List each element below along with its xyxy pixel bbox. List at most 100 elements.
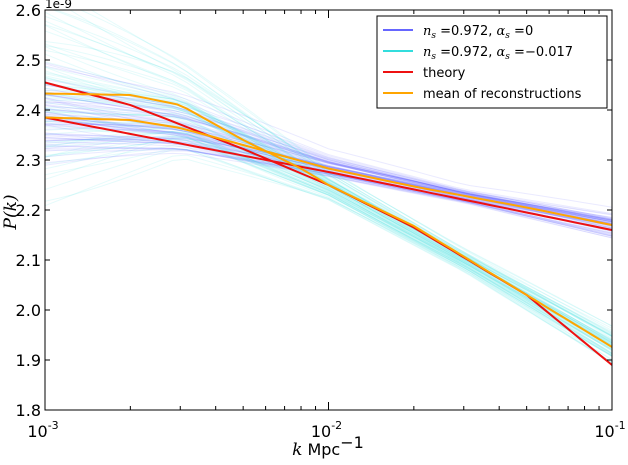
reconstruction-curve [45,103,612,220]
y-tick-label: 2.1 [16,251,41,270]
legend-box [376,15,608,109]
reconstruction-curve [45,148,612,237]
reconstruction-curve [45,63,612,215]
reconstruction-curve [45,112,612,222]
reconstruction-curve [45,102,612,223]
reconstruction-curve [45,145,612,235]
reconstruction-curve [45,110,612,349]
y-tick-label: 2.5 [16,51,41,70]
x-tick-label: 10-1 [594,419,625,441]
reconstruction-curve [45,109,612,229]
x-tick-label: 10-3 [27,419,58,441]
reconstruction-curve [45,120,612,349]
reconstruction-curve [45,24,612,337]
reconstruction-curve [45,107,612,347]
reconstruction-curve [45,124,612,226]
reconstruction-curve [45,106,612,354]
reconstruction-curve [45,158,612,357]
reconstruction-curve [45,134,612,356]
legend: ns =0.972, αs =0 ns =0.972, αs =−0.017 the… [376,15,608,109]
reconstruction-curve [45,110,612,347]
reconstruction-curve [45,125,612,352]
legend-label: theory [423,66,466,81]
reconstruction-curve [45,126,612,357]
reconstruction-curve [45,80,612,337]
reconstruction-curve [45,94,612,223]
reconstruction-curve [45,137,612,354]
reconstruction-curve [45,62,612,214]
reconstruction-curve [45,102,612,351]
reconstruction-curve [45,136,612,352]
reconstruction-curve [45,138,612,234]
reconstruction-curve [45,111,612,350]
series-line [45,116,612,231]
reconstruction-curve [45,120,612,223]
reconstruction-curve [45,148,612,363]
reconstruction-curve [45,121,612,346]
reconstruction-curve [45,113,612,224]
reconstruction-curve [45,138,612,355]
reconstruction-curve [45,24,612,334]
reconstruction-curve [45,101,612,225]
reconstruction-curve [45,116,612,350]
reconstruction-curve [45,118,612,351]
reconstruction-curve [45,100,612,219]
legend-label: ns =0.972, αs =−0.017 [423,45,573,62]
reconstruction-curve [45,130,612,357]
reconstruction-curve [45,46,612,336]
series-line [45,116,612,226]
reconstruction-curve [45,104,612,226]
reconstruction-curve [45,138,612,357]
x-tick-label: 10-2 [311,419,342,441]
reconstruction-curve [45,105,612,221]
reconstruction-curve [45,139,612,237]
series-lines [45,81,612,366]
reconstruction-curve [45,116,612,222]
y-tick-label: 2.6 [16,1,41,20]
reconstruction-curve [45,84,612,219]
reconstruction-curve [45,124,612,355]
legend-label: ns =0.972, αs =0 [423,24,533,41]
reconstruction-curve [45,108,612,227]
x-axis-label: k Mpc−1 [292,433,364,460]
reconstruction-curve [45,75,612,337]
reconstruction-curve [45,137,612,229]
y-axis-label: P(k) [1,194,21,230]
reconstruction-curve [45,145,612,363]
reconstruction-curve [45,147,612,234]
reconstruction-curve [45,108,612,345]
reconstruction-curve [45,123,612,225]
reconstruction-curve [45,132,612,230]
y-offset-label: 1e-9 [45,0,72,11]
reconstruction-curve [45,89,612,344]
reconstruction-curve [45,136,612,229]
reconstruction-curve [45,141,612,236]
reconstruction-curve [45,154,612,363]
y-tick-label: 2.0 [16,301,41,320]
reconstruction-curve [45,87,612,220]
reconstruction-curve [45,97,612,221]
reconstruction-curve [45,147,612,239]
y-tick-label: 1.8 [16,401,41,420]
reconstruction-curve [45,43,612,338]
reconstruction-curve [45,152,612,239]
reconstruction-curve [45,108,612,221]
reconstruction-curve [45,94,612,354]
reconstruction-curve [45,11,612,333]
reconstruction-curve [54,10,612,341]
reconstruction-curve [45,128,612,360]
axis-ticks: 1.8 1.9 2.0 2.1 2.2 2.3 2.4 2.5 2.6 10-3 10-2 10-1 [16,1,626,441]
reconstruction-curve [45,91,612,222]
reconstruction-curve [45,90,612,337]
reconstruction-curve [45,94,612,221]
reconstruction-curve [69,10,612,329]
reconstruction-curve [45,131,612,361]
reconstruction-curve [45,30,612,341]
reconstruction-curve [45,89,612,220]
reconstruction-curve [45,83,612,344]
reconstruction-curve [45,66,612,337]
reconstruction-curve [45,108,612,351]
reconstruction-curve [45,135,612,356]
y-tick-label: 1.9 [16,351,41,370]
